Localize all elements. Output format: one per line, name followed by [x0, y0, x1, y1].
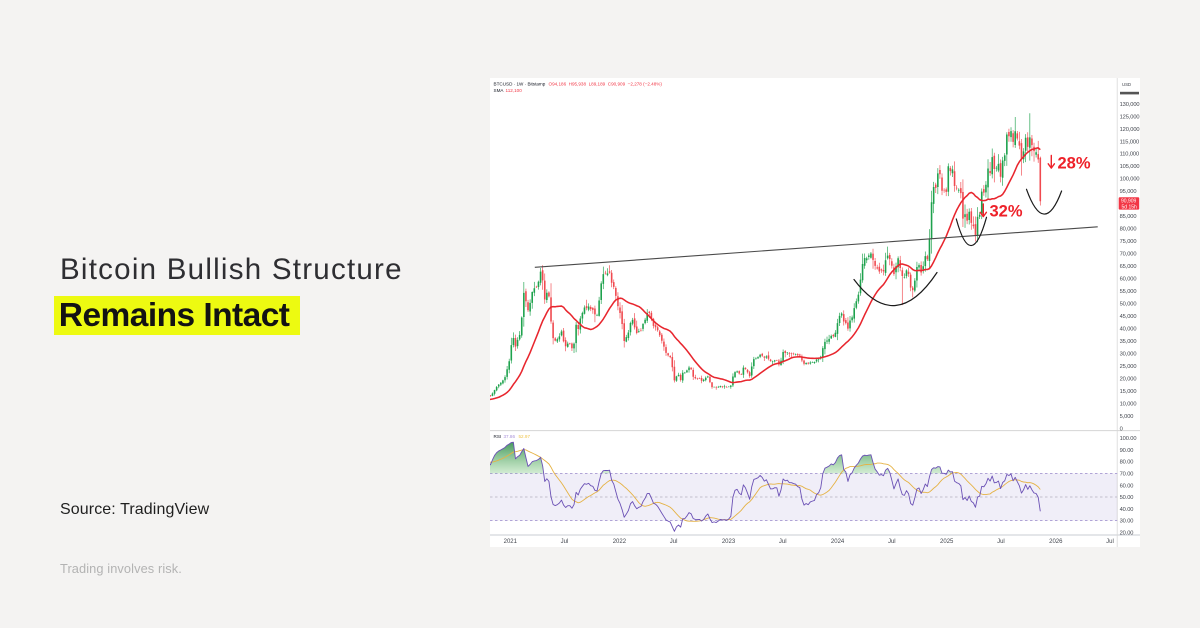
svg-text:2025: 2025	[940, 539, 954, 545]
svg-text:Jul: Jul	[779, 539, 787, 545]
svg-text:70.00: 70.00	[1120, 472, 1134, 478]
svg-text:50,000: 50,000	[1120, 302, 1137, 308]
svg-text:105,000: 105,000	[1120, 164, 1140, 170]
svg-text:30,000: 30,000	[1120, 351, 1137, 357]
svg-text:90.00: 90.00	[1120, 448, 1134, 454]
svg-text:80,000: 80,000	[1120, 227, 1137, 233]
svg-text:55,000: 55,000	[1120, 289, 1137, 295]
svg-text:Jul: Jul	[1106, 539, 1114, 545]
svg-text:SMA: SMA	[494, 88, 505, 93]
svg-text:125,000: 125,000	[1120, 114, 1140, 120]
svg-text:90,909: 90,909	[1121, 199, 1137, 205]
svg-text:110,000: 110,000	[1120, 152, 1139, 158]
svg-text:45,000: 45,000	[1120, 314, 1137, 320]
svg-text:BTCUSD · 1W · Bitstamp: BTCUSD · 1W · Bitstamp	[494, 82, 546, 87]
svg-text:52.97: 52.97	[519, 434, 531, 439]
svg-text:37.86: 37.86	[504, 434, 516, 439]
svg-text:60,000: 60,000	[1120, 277, 1137, 283]
svg-text:O94,186 H95,938 L89,189 C90: O94,186 H95,938 L89,189 C90,909 −2,278 (…	[549, 82, 663, 87]
svg-text:115,000: 115,000	[1120, 139, 1139, 145]
svg-text:50.00: 50.00	[1120, 495, 1134, 501]
svg-text:75,000: 75,000	[1120, 239, 1137, 245]
svg-text:Jul: Jul	[888, 539, 896, 545]
svg-text:Jul: Jul	[561, 539, 569, 545]
svg-text:20.00: 20.00	[1120, 531, 1134, 537]
svg-text:2023: 2023	[722, 539, 736, 545]
svg-text:Jul: Jul	[670, 539, 678, 545]
svg-text:28%: 28%	[1058, 155, 1091, 173]
svg-text:5,000: 5,000	[1120, 414, 1134, 420]
svg-text:120,000: 120,000	[1120, 127, 1140, 133]
svg-text:2022: 2022	[613, 539, 627, 545]
svg-text:40.00: 40.00	[1120, 507, 1134, 513]
svg-text:112,100: 112,100	[506, 88, 523, 93]
svg-text:35,000: 35,000	[1120, 339, 1137, 345]
svg-text:80.00: 80.00	[1120, 460, 1134, 466]
svg-text:5d 15h: 5d 15h	[1122, 204, 1138, 210]
svg-text:30.00: 30.00	[1120, 519, 1134, 525]
svg-text:85,000: 85,000	[1120, 214, 1137, 220]
svg-text:95,000: 95,000	[1120, 189, 1137, 195]
svg-text:32%: 32%	[990, 203, 1023, 221]
svg-text:USD: USD	[1122, 82, 1131, 87]
svg-text:15,000: 15,000	[1120, 389, 1137, 395]
svg-text:2021: 2021	[504, 539, 518, 545]
svg-text:10,000: 10,000	[1120, 401, 1137, 407]
svg-text:70,000: 70,000	[1120, 252, 1137, 258]
svg-text:100,000: 100,000	[1120, 177, 1140, 183]
svg-text:2024: 2024	[831, 539, 845, 545]
svg-text:2026: 2026	[1049, 539, 1063, 545]
svg-text:20,000: 20,000	[1120, 376, 1137, 382]
svg-text:25,000: 25,000	[1120, 364, 1137, 370]
svg-text:RSI: RSI	[494, 434, 502, 439]
svg-text:0: 0	[1120, 426, 1123, 432]
svg-text:100.00: 100.00	[1120, 436, 1137, 442]
svg-text:65,000: 65,000	[1120, 264, 1137, 270]
svg-text:Jul: Jul	[997, 539, 1005, 545]
svg-text:60.00: 60.00	[1120, 483, 1134, 489]
svg-text:130,000: 130,000	[1120, 102, 1140, 108]
svg-text:40,000: 40,000	[1120, 326, 1137, 332]
